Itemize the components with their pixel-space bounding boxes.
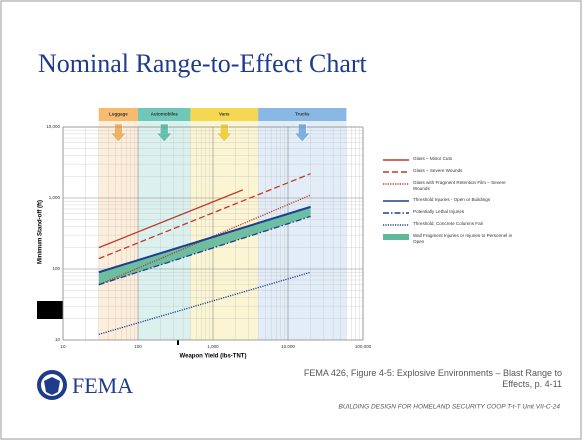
course-label: BUILDING DESIGN FOR HOMELAND SECURITY CO… [338, 404, 560, 411]
series-line [98, 271, 311, 336]
category-band [98, 108, 138, 340]
legend-entry: Threshold, Concrete Columns Fail [413, 221, 483, 226]
x-tick-label: 1,000 [207, 344, 219, 349]
category-label: Luggage [109, 112, 128, 117]
y-axis-label: Minimum Stand-off (ft) [38, 200, 44, 264]
slide-title: Nominal Range-to-Effect Chart [38, 49, 368, 78]
y-tick-label: 100 [52, 266, 60, 271]
band-area [98, 206, 311, 285]
fema-logo: FEMA [72, 373, 133, 398]
legend-label: Glass – Severe Wounds [413, 168, 463, 173]
y-tick-label: 1,000 [49, 195, 61, 200]
legend-label: Threshold Injuries - Open or Buildings [413, 197, 491, 202]
x-tick-label: 100 [134, 344, 142, 349]
legend-label: Glass – Minor Cuts [413, 156, 453, 161]
x-tick-label: 10 [60, 344, 66, 349]
category-label: Vans [219, 112, 230, 117]
category-header [138, 108, 191, 121]
legend-entry: Glass – Severe Wounds [413, 168, 463, 173]
legend-label: Threshold, Concrete Columns Fail [413, 221, 483, 226]
legend-entry: Glass with Fragment Retention Film – Sev… [413, 180, 506, 191]
series-line [98, 215, 311, 286]
category-arrow [293, 123, 311, 143]
citation: FEMA 426, Figure 4-5: Explosive Environm… [303, 368, 562, 389]
legend-label: Glass with Fragment Retention Film – Sev… [413, 180, 506, 191]
x-tick-label: 10,000 [281, 344, 295, 349]
series-line [98, 205, 311, 274]
x-tick-label: 100,000 [355, 344, 372, 349]
category-arrow [109, 123, 128, 143]
legend-entry: Threshold Injuries - Open or Buildings [413, 197, 491, 202]
category-label: Automobiles [151, 112, 179, 117]
annotation-box [37, 301, 67, 319]
y-tick-label: 10 [55, 337, 61, 342]
fema-seal [37, 370, 67, 400]
legend-label: Wall Fragment Injuries or Injuries to Pe… [413, 233, 513, 244]
category-label: Trucks [295, 112, 310, 117]
series-line [98, 173, 311, 260]
series-line [98, 189, 244, 249]
category-band [190, 108, 259, 340]
legend-entry: Potentially Lethal Injuries [413, 209, 465, 214]
category-header [98, 108, 138, 121]
legend-entry: Wall Fragment Injuries or Injuries to Pe… [413, 233, 513, 244]
category-arrow [155, 123, 173, 143]
legend-entry: Glass – Minor Cuts [413, 156, 453, 161]
category-arrow [215, 123, 233, 143]
category-band [138, 108, 191, 340]
citation-box: FEMA 426, Figure 4-5: Explosive Environm… [303, 368, 562, 389]
x-axis-label: Weapon Yield (lbs-TNT) [180, 354, 247, 360]
legend-swatch [383, 234, 409, 240]
legend-label: Potentially Lethal Injuries [413, 209, 465, 214]
category-header [190, 108, 259, 121]
category-header [258, 108, 347, 121]
y-tick-label: 10,000 [46, 124, 60, 129]
